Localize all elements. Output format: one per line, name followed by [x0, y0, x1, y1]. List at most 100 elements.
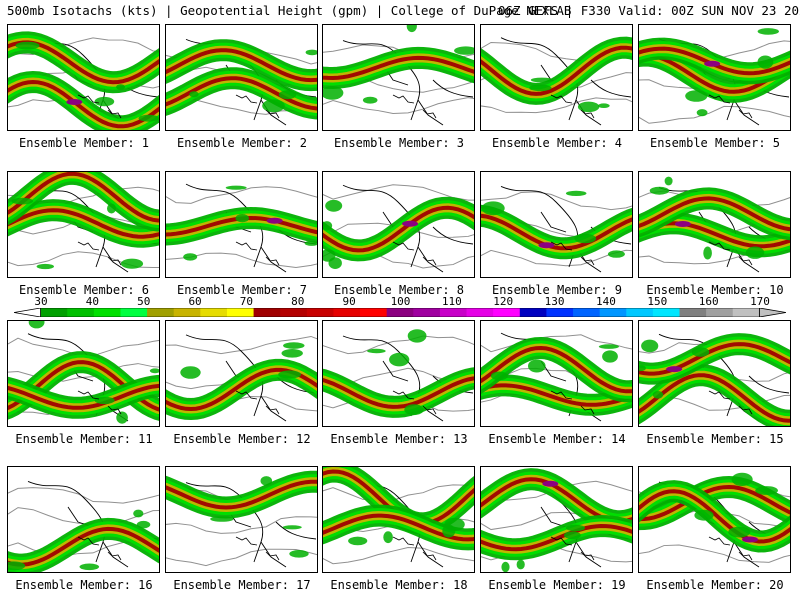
ensemble-member-label: Ensemble Member: 12: [173, 432, 311, 446]
wind-patch: [120, 258, 144, 269]
isotach-band: [8, 383, 159, 410]
colorbar-swatch: [93, 308, 121, 317]
isotach-band: [8, 208, 159, 239]
wind-patch: [36, 263, 54, 270]
colorbar-tick-label: 30: [34, 295, 48, 308]
ensemble-member-label: Ensemble Member: 11: [15, 432, 153, 446]
jet-max: [538, 242, 555, 249]
ensemble-map: [639, 28, 790, 126]
height-contour: [8, 37, 159, 56]
wind-patch: [703, 246, 712, 260]
height-contour: [166, 516, 317, 534]
isotach-colorbar: 30 40 50 60 70 80 90 100 110 120 130 140 150 160 170: [0, 296, 800, 320]
ensemble-map-panel: [165, 466, 318, 573]
wind-patch: [530, 77, 553, 83]
ensemble-map-panel: [638, 171, 791, 278]
ensemble-map: [8, 172, 159, 273]
colorbar-swatch: [333, 308, 361, 317]
height-contour: [8, 251, 159, 268]
wind-patch: [490, 371, 508, 381]
wind-patch: [260, 476, 273, 486]
ensemble-map-panel: [165, 171, 318, 278]
jet-max: [666, 366, 683, 373]
ensemble-map-panel: [480, 466, 633, 573]
coastline: [27, 481, 159, 568]
ensemble-map-panel: [7, 320, 160, 427]
isotach-band: [323, 205, 474, 253]
wind-patch: [323, 221, 333, 231]
border-line: [392, 536, 437, 561]
height-contour: [639, 105, 790, 124]
colorbar-tick-label: 110: [441, 295, 462, 308]
colorbar-swatch: [360, 308, 388, 317]
ensemble-map-panel: [7, 466, 160, 573]
ensemble-map: [166, 334, 317, 422]
wind-patch: [149, 368, 159, 374]
colorbar-swatch: [519, 308, 547, 317]
wind-patch: [189, 91, 199, 98]
border-line: [550, 536, 595, 561]
wind-patch: [757, 55, 774, 69]
coastline: [27, 333, 159, 422]
wind-patch: [641, 339, 659, 353]
ensemble-member-label: Ensemble Member: 18: [330, 578, 468, 592]
border-line: [708, 94, 753, 119]
ensemble-map-panel: [7, 24, 160, 131]
jet-max: [704, 60, 721, 67]
wind-patch: [404, 404, 424, 416]
wind-patch: [407, 329, 427, 343]
coastline: [27, 186, 159, 273]
ensemble-map: [481, 185, 632, 273]
wind-patch: [107, 203, 116, 214]
wind-patch: [565, 190, 587, 196]
wind-patch: [323, 86, 344, 100]
wind-patch: [691, 347, 710, 357]
wind-patch: [577, 101, 600, 113]
border-line: [77, 94, 122, 119]
wind-patch: [323, 249, 336, 262]
border-line: [550, 241, 595, 266]
border-line: [708, 241, 753, 266]
wind-patch: [694, 509, 714, 521]
colorbar-swatch: [546, 308, 574, 317]
colorbar-swatch: [573, 308, 601, 317]
wind-patch: [389, 352, 410, 367]
border-line: [392, 241, 437, 266]
ensemble-member-label: Ensemble Member: 10: [646, 283, 784, 297]
wind-patch: [278, 370, 301, 379]
ensemble-map: [639, 176, 790, 273]
ensemble-member-label: Ensemble Member: 19: [488, 578, 626, 592]
wind-patch: [79, 563, 100, 571]
wind-patch: [15, 41, 40, 50]
isotach-band: [8, 172, 159, 223]
wind-patch: [282, 525, 302, 530]
wind-patch: [757, 28, 779, 35]
colorbar-tick-label: 140: [595, 295, 616, 308]
ensemble-map: [323, 25, 474, 126]
wind-patch: [664, 176, 673, 186]
colorbar-tick-label: 120: [493, 295, 514, 308]
wind-patch: [138, 114, 159, 122]
coastline: [500, 185, 632, 273]
colorbar-swatch: [652, 308, 681, 317]
ensemble-map: [323, 329, 474, 422]
isotach-band: [8, 526, 159, 567]
wind-patch: [278, 90, 297, 100]
wind-patch: [652, 391, 664, 399]
height-contour: [8, 487, 159, 504]
colorbar-tick-label: 80: [291, 295, 305, 308]
isotach-band: [639, 196, 790, 232]
ensemble-member-label: Ensemble Member: 6: [18, 283, 150, 297]
colorbar-tick-label: 170: [750, 295, 770, 308]
ensemble-map-panel: [7, 171, 160, 278]
border-line: [550, 390, 595, 415]
jet-max: [542, 480, 559, 487]
wind-patch: [136, 520, 151, 529]
wind-patch: [564, 531, 581, 540]
colorbar-swatch: [306, 308, 334, 317]
wind-patch: [649, 186, 670, 195]
isotach-band: [481, 213, 632, 251]
height-contour: [166, 186, 317, 204]
isotach-band: [166, 367, 317, 412]
colorbar-tick-label: 70: [239, 295, 254, 308]
